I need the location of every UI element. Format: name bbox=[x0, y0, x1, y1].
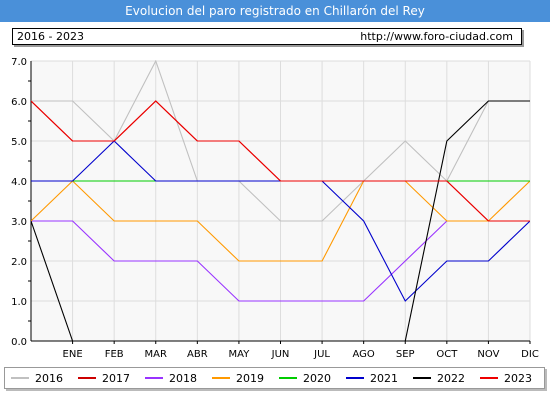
x-tick-label: NOV bbox=[477, 349, 499, 360]
source-url: http://www.foro-ciudad.com bbox=[360, 30, 513, 43]
line-chart: 0.0 1.0 2.0 3.0 4.0 5.0 6.0 7.0 ENE FEB MAR ABR MAY J… bbox=[11, 57, 539, 360]
y-tick-label: 4.0 bbox=[11, 177, 27, 188]
legend-item-2023: 2023 bbox=[474, 372, 541, 385]
legend-swatch bbox=[212, 377, 230, 379]
y-tick-label: 3.0 bbox=[11, 217, 27, 228]
legend-item-2021: 2021 bbox=[340, 372, 407, 385]
legend-swatch bbox=[78, 377, 96, 379]
legend-label: 2016 bbox=[35, 371, 63, 385]
legend-swatch bbox=[413, 377, 431, 379]
series-line-2022 bbox=[31, 100, 530, 341]
x-tick-label: JUL bbox=[313, 349, 330, 360]
chart-title: Evolucion del paro registrado en Chillar… bbox=[125, 4, 425, 18]
y-tick-label: 0.0 bbox=[11, 337, 27, 348]
legend-swatch bbox=[346, 377, 364, 379]
legend-swatch bbox=[279, 377, 297, 379]
legend-item-2017: 2017 bbox=[72, 372, 139, 385]
x-tick-label: MAY bbox=[229, 349, 251, 360]
x-tick-label: OCT bbox=[436, 349, 458, 360]
x-tick-label: MAR bbox=[145, 349, 167, 360]
y-tick-label: 5.0 bbox=[11, 137, 27, 148]
y-tick-label: 6.0 bbox=[11, 97, 27, 108]
series-line-2019 bbox=[31, 180, 530, 262]
y-tick-label: 1.0 bbox=[11, 297, 27, 308]
legend-label: 2018 bbox=[169, 371, 197, 385]
x-tick-label: DIC bbox=[521, 349, 539, 360]
series-line-2023 bbox=[31, 100, 530, 222]
x-tick-label: AGO bbox=[353, 349, 375, 360]
grid bbox=[31, 60, 531, 342]
series-lines bbox=[31, 60, 530, 341]
legend-swatch bbox=[480, 377, 498, 379]
legend-label: 2023 bbox=[504, 371, 532, 385]
x-tick-label: ENE bbox=[63, 349, 83, 360]
x-tick-label: FEB bbox=[105, 349, 124, 360]
x-tick-label: ABR bbox=[187, 349, 208, 360]
x-tick-label: SEP bbox=[396, 349, 415, 360]
y-tick-label: 2.0 bbox=[11, 257, 27, 268]
period-label: 2016 - 2023 bbox=[17, 30, 84, 43]
legend-swatch bbox=[11, 377, 29, 379]
legend-label: 2022 bbox=[437, 371, 465, 385]
tick-labels: 0.0 1.0 2.0 3.0 4.0 5.0 6.0 7.0 ENE FEB MAR ABR MAY J… bbox=[11, 57, 539, 360]
legend-label: 2017 bbox=[102, 371, 130, 385]
legend-swatch bbox=[145, 377, 163, 379]
legend-item-2020: 2020 bbox=[273, 372, 340, 385]
legend-label: 2019 bbox=[236, 371, 264, 385]
legend-item-2016: 2016 bbox=[5, 372, 72, 385]
legend-item-2022: 2022 bbox=[407, 372, 474, 385]
legend-item-2019: 2019 bbox=[206, 372, 273, 385]
legend-label: 2021 bbox=[370, 371, 398, 385]
legend-item-2018: 2018 bbox=[139, 372, 206, 385]
x-tick-label: JUN bbox=[271, 349, 290, 360]
legend-label: 2020 bbox=[303, 371, 331, 385]
title-bar: Evolucion del paro registrado en Chillar… bbox=[0, 0, 550, 22]
legend: 2016 2017 2018 2019 2020 2021 2022 2023 bbox=[4, 367, 545, 389]
info-box: 2016 - 2023 http://www.foro-ciudad.com bbox=[12, 28, 522, 45]
y-tick-label: 7.0 bbox=[11, 57, 27, 68]
